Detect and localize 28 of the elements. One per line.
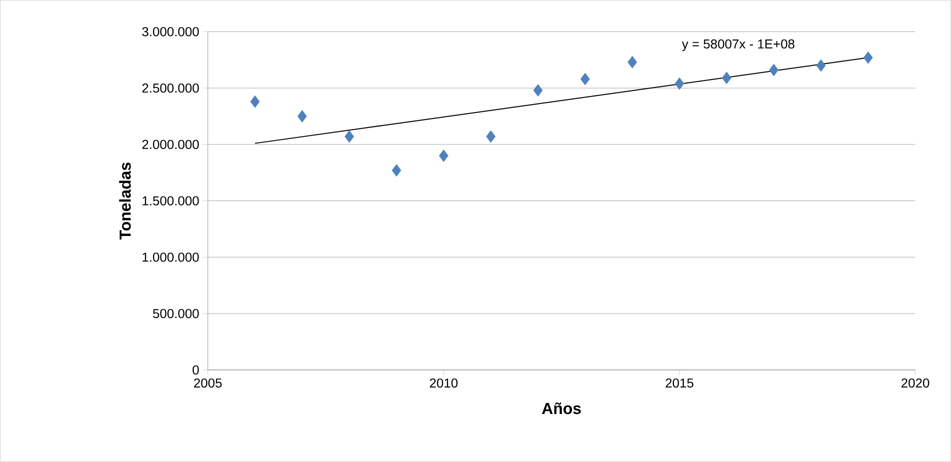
y-tick-label: 500.000 [152, 309, 199, 318]
annotation: y = 58007x - 1E+08 [682, 40, 794, 52]
y-tick-label: 2.000.000 [142, 140, 199, 150]
x-tick-label: 2010 [430, 378, 458, 388]
point [344, 130, 354, 143]
y-axis-title: Toneladas [119, 162, 131, 240]
point [722, 72, 732, 84]
x-axis-title: Años [542, 402, 581, 414]
point [250, 96, 260, 108]
point [580, 73, 590, 86]
point [674, 78, 684, 90]
y-tick-label: 1.500.000 [142, 196, 199, 206]
point [533, 84, 543, 97]
point [769, 64, 778, 76]
x-tick-label: 2020 [902, 378, 930, 388]
y-tick-label: 3.000.000 [142, 27, 199, 36]
y-tick-label: 2.500.000 [142, 84, 199, 93]
point [438, 150, 448, 162]
point [628, 56, 638, 69]
point [816, 59, 826, 72]
point [297, 110, 307, 123]
y-tick-label: 0 [192, 365, 199, 375]
y-tick-label: 1.000.000 [142, 252, 199, 262]
x-tick-label: 2015 [666, 378, 694, 388]
point [486, 130, 496, 143]
x-tick-label: 2005 [194, 378, 222, 388]
point [863, 52, 873, 64]
point [392, 164, 402, 177]
